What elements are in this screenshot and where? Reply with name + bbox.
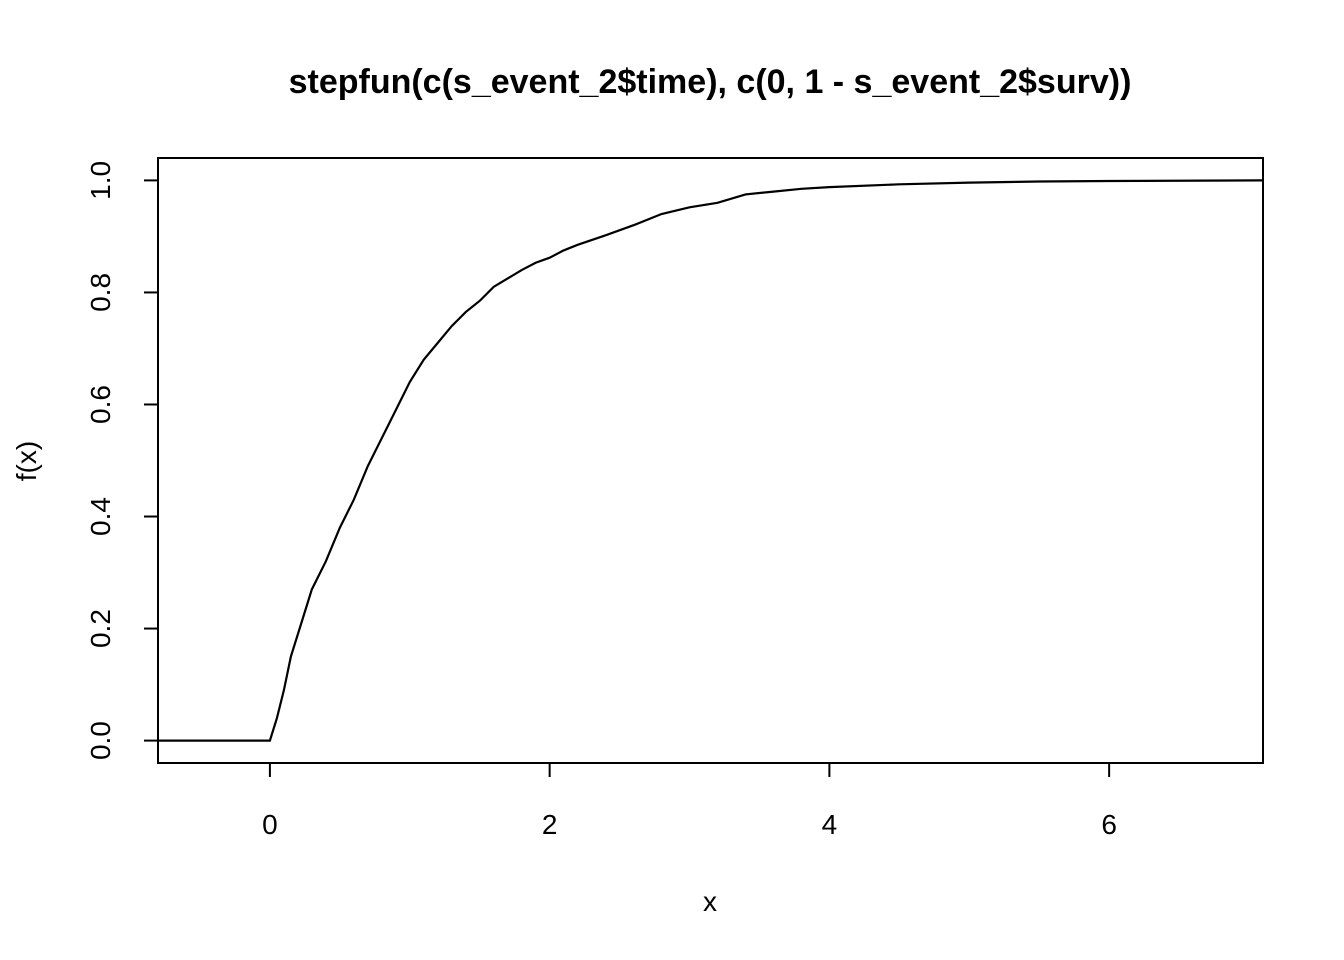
chart-title: stepfun(c(s_event_2$time), c(0, 1 - s_ev… xyxy=(289,63,1132,101)
x-axis-label: x xyxy=(703,886,717,917)
x-tick-label: 4 xyxy=(822,809,838,840)
y-tick-label: 0.4 xyxy=(85,497,116,536)
plot-frame xyxy=(157,157,1264,764)
x-axis: 0 2 4 6 xyxy=(262,762,1117,840)
y-tick-label: 0.2 xyxy=(85,609,116,648)
plot-area xyxy=(157,157,1264,764)
x-tick-label: 0 xyxy=(262,809,278,840)
y-axis: 0.0 0.2 0.4 0.6 0.8 1.0 xyxy=(85,161,159,760)
x-tick-label: 6 xyxy=(1101,809,1117,840)
y-tick-label: 0.8 xyxy=(85,273,116,312)
y-axis-label: f(x) xyxy=(11,441,42,481)
series-line-step-function xyxy=(158,179,1264,742)
y-tick-label: 1.0 xyxy=(85,161,116,200)
y-tick-label: 0.6 xyxy=(85,385,116,424)
x-tick-label: 2 xyxy=(542,809,558,840)
y-tick-label: 0.0 xyxy=(85,721,116,760)
